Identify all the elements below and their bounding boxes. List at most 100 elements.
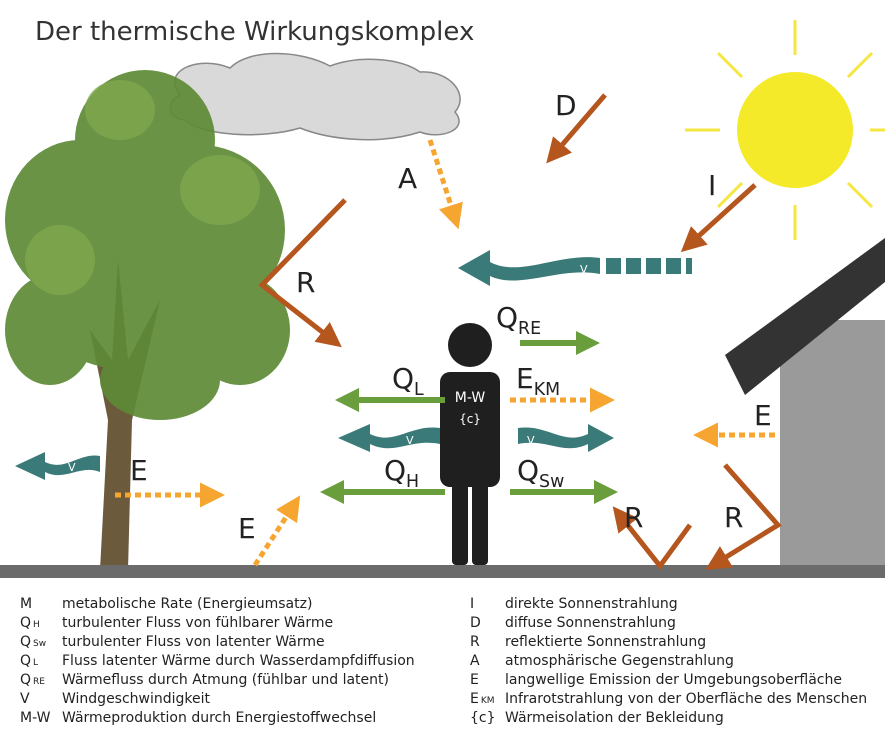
legend-symbol: R [470, 634, 480, 650]
person [440, 323, 500, 565]
diagram-label: A [398, 162, 417, 195]
symbol-text: I [470, 596, 474, 612]
legend-symbol: V [20, 691, 30, 707]
label-text: Q [392, 362, 414, 395]
symbol-text: A [470, 653, 480, 669]
diagram-label: E [754, 399, 772, 432]
label-text: Q [496, 301, 518, 334]
diagram-label: R [624, 501, 643, 534]
symbol-text: Q [20, 634, 31, 650]
label-text: V [580, 263, 588, 276]
symbol-sub: Sw [33, 639, 46, 649]
ground [0, 565, 885, 578]
label-text: {c} [459, 412, 481, 426]
diagram-label: V [580, 263, 588, 276]
legend-symbol: E KM [470, 691, 495, 707]
legend-description: turbulenter Fluss von fühlbarer Wärme [62, 615, 333, 631]
legend-symbol: Q Sw [20, 634, 46, 650]
diagram-label: R [296, 266, 315, 299]
symbol-text: E [470, 672, 479, 688]
legend-description: metabolische Rate (Energieumsatz) [62, 596, 312, 612]
symbol-sub: H [33, 620, 40, 630]
symbol-text: E [470, 691, 479, 707]
label-sub: L [414, 380, 424, 400]
symbol-text: Q [20, 672, 31, 688]
symbol-text: V [20, 691, 30, 707]
legend-symbol: M [20, 596, 32, 612]
legend-description: Fluss latenter Wärme durch Wasserdampfdi… [62, 653, 415, 669]
label-text: V [406, 434, 414, 447]
diagram-label: V [527, 434, 535, 447]
symbol-sub: KM [481, 696, 495, 706]
diagram-label: M-W [455, 390, 486, 406]
label-text: Q [517, 454, 539, 487]
house-roof [725, 238, 885, 395]
label-text: E [754, 399, 772, 432]
legend-symbol: D [470, 615, 481, 631]
symbol-text: Q [20, 653, 31, 669]
diagram-label: E [130, 454, 148, 487]
legend-description: Wärmefluss durch Atmung (fühlbar und lat… [62, 672, 389, 688]
legend-symbol: A [470, 653, 480, 669]
diagram-label: QSw [517, 454, 564, 492]
label-text: R [296, 266, 315, 299]
legend-description: direkte Sonnenstrahlung [505, 596, 678, 612]
house-wall [780, 320, 885, 568]
label-text: R [724, 501, 743, 534]
label-text: A [398, 162, 417, 195]
diagram-label: EKM [516, 362, 560, 400]
diagram-label: V [406, 434, 414, 447]
label-sub: H [406, 472, 419, 492]
legend-symbol: I [470, 596, 474, 612]
diagram-label: QH [384, 454, 419, 492]
label-text: D [555, 89, 577, 122]
legend-description: reflektierte Sonnenstrahlung [505, 634, 706, 650]
arrows [15, 93, 782, 571]
legend-description: turbulenter Fluss von latenter Wärme [62, 634, 325, 650]
symbol-sub: RE [33, 677, 45, 687]
legend-description: Wärmeproduktion durch Energiestoffwechse… [62, 710, 376, 726]
symbol-sub: L [33, 658, 38, 668]
label-text: V [68, 461, 76, 474]
legend-description: Windgeschwindigkeit [62, 691, 211, 707]
diagram-label: {c} [459, 412, 481, 426]
label-text: E [238, 512, 256, 545]
label-text: Q [384, 454, 406, 487]
label-text: M-W [455, 390, 486, 406]
legend-description: Infrarotstrahlung von der Oberfläche des… [505, 691, 867, 707]
legend-description: langwellige Emission der Umgebungsoberfl… [505, 672, 842, 688]
diagram-label: I [708, 169, 716, 202]
tree [5, 70, 290, 570]
sun [685, 20, 885, 240]
label-text: E [516, 362, 534, 395]
label-text: E [130, 454, 148, 487]
symbol-text: D [470, 615, 481, 631]
symbol-text: M-W [20, 710, 51, 726]
title: Der thermische Wirkungskomplex [35, 17, 474, 47]
symbol-text: M [20, 596, 32, 612]
label-text: R [624, 501, 643, 534]
symbol-text: Q [20, 615, 31, 631]
legend-symbol: E [470, 672, 479, 688]
diagram-label: E [238, 512, 256, 545]
diagram-label: R [724, 501, 743, 534]
legend-description: atmosphärische Gegenstrahlung [505, 653, 734, 669]
legend-symbol: M-W [20, 710, 51, 726]
legend-symbol: {c} [470, 710, 496, 726]
diagram-label: QL [392, 362, 424, 400]
cloud [169, 52, 461, 141]
symbol-text: {c} [470, 710, 496, 726]
label-sub: Sw [539, 472, 564, 492]
diagram-label: D [555, 89, 577, 122]
label-text: V [527, 434, 535, 447]
diagram-label: QRE [496, 301, 541, 339]
diagram-label: V [68, 461, 76, 474]
legend-symbol: Q RE [20, 672, 45, 688]
legend-description: diffuse Sonnenstrahlung [505, 615, 676, 631]
symbol-text: R [470, 634, 480, 650]
legend-description: Wärmeisolation der Bekleidung [505, 710, 724, 726]
label-sub: KM [534, 380, 560, 400]
